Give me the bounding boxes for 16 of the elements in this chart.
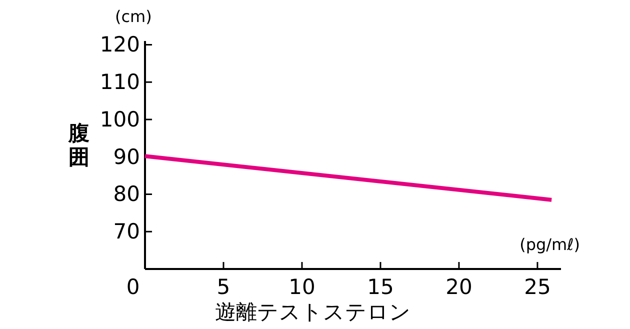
text: (cm) xyxy=(115,7,152,26)
y-tick-label: 110 xyxy=(100,70,140,94)
x-tick-label: 5 xyxy=(216,275,230,299)
annotation: (pg/mℓ) xyxy=(520,235,580,254)
x-tick-label: 10 xyxy=(288,275,316,299)
y-axis-title: 腹囲 xyxy=(68,121,90,169)
x-tick-label: 20 xyxy=(446,275,472,299)
y-tick-label: 80 xyxy=(113,182,140,206)
y-tick-label: 70 xyxy=(113,220,140,244)
y-tick-label: 90 xyxy=(113,144,140,169)
x-tick-label: 25 xyxy=(524,275,551,299)
x-tick-label: 0 xyxy=(126,275,140,299)
y-tick-label: 120 xyxy=(100,32,140,57)
x-axis-title: 遊離テストステロン xyxy=(215,300,411,324)
x-tick-label: 15 xyxy=(367,275,394,299)
y-tick-label: 100 xyxy=(100,107,140,132)
